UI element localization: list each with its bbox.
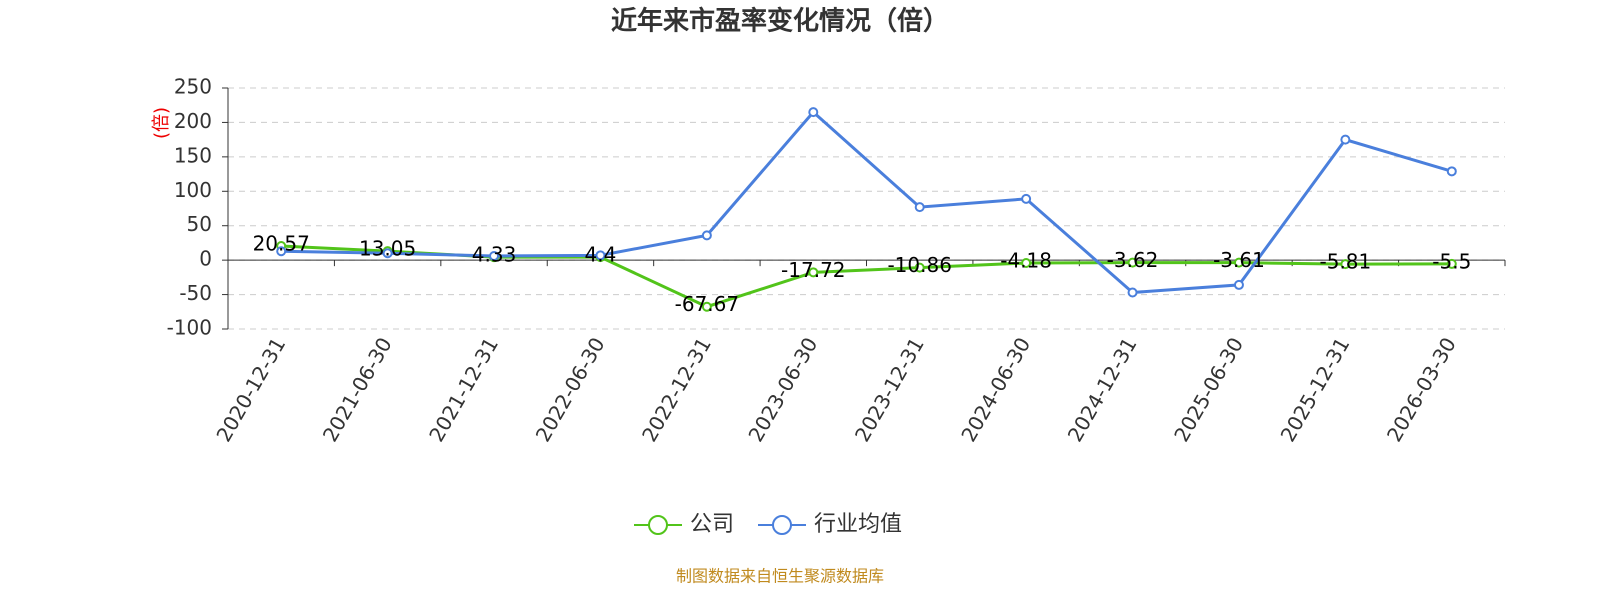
data-label: 4.4: [585, 243, 617, 267]
point: [1021, 258, 1032, 269]
y-tick-label: 0: [199, 247, 212, 271]
y-tick-label: 150: [174, 143, 212, 167]
point: [1340, 134, 1351, 145]
point: [808, 107, 819, 118]
y-tick-label: 100: [174, 178, 212, 202]
point: [1446, 166, 1457, 177]
y-tick-label: -100: [167, 316, 212, 340]
point: [1446, 258, 1457, 269]
x-tick-label: 2023-12-31: [850, 333, 929, 446]
y-tick-label: -50: [179, 281, 212, 305]
data-label: 13.05: [359, 237, 416, 261]
x-tick-label: 2021-12-31: [424, 333, 503, 446]
data-label: -67.67: [675, 292, 739, 316]
legend-label: 行业均值: [814, 512, 902, 537]
data-label: -3.61: [1213, 248, 1265, 272]
x-tick-label: 2024-06-30: [956, 333, 1035, 446]
x-tick-label: 2022-12-31: [637, 333, 716, 446]
data-label: -17.72: [781, 258, 845, 282]
chart-title: 近年来市盈率变化情况（倍）: [611, 6, 949, 37]
data-label: -3.62: [1107, 248, 1159, 272]
data-label: -5.81: [1320, 250, 1372, 274]
x-tick-label: 2021-06-30: [318, 333, 397, 446]
data-label: 20.57: [253, 231, 310, 255]
legend-marker: [648, 515, 668, 535]
y-tick-label: 200: [174, 109, 212, 133]
point: [382, 248, 393, 259]
data-label: -10.86: [887, 253, 951, 277]
y-tick-label: 250: [174, 75, 212, 99]
point: [914, 202, 925, 213]
x-tick-label: 2020-12-31: [211, 333, 290, 446]
x-tick-label: 2026-03-30: [1382, 333, 1461, 446]
data-label: -5.5: [1432, 249, 1471, 273]
legend-marker: [772, 515, 792, 535]
x-tick-label: 2025-12-31: [1276, 333, 1355, 446]
point: [1340, 259, 1351, 270]
legend-label: 公司: [690, 512, 734, 537]
point: [595, 250, 606, 261]
point: [701, 301, 712, 312]
point: [489, 251, 500, 262]
point: [808, 267, 819, 278]
point: [1233, 279, 1244, 290]
series-line: [281, 109, 1453, 295]
x-tick-label: 2024-12-31: [1063, 333, 1142, 446]
point: [701, 230, 712, 241]
x-tick-label: 2025-06-30: [1169, 333, 1248, 446]
data-label: 4.33: [472, 243, 517, 267]
point: [1127, 257, 1138, 268]
y-axis-label: (倍): [151, 107, 172, 139]
point: [914, 262, 925, 273]
point: [276, 246, 287, 257]
point: [1127, 287, 1138, 298]
x-tick-label: 2023-06-30: [743, 333, 822, 446]
source-note: 制图数据来自恒生聚源数据库: [676, 567, 884, 586]
y-tick-label: 50: [187, 212, 212, 236]
point: [1021, 193, 1032, 204]
point: [1233, 257, 1244, 268]
data-label: -4.18: [1000, 249, 1052, 273]
x-tick-label: 2022-06-30: [531, 333, 610, 446]
